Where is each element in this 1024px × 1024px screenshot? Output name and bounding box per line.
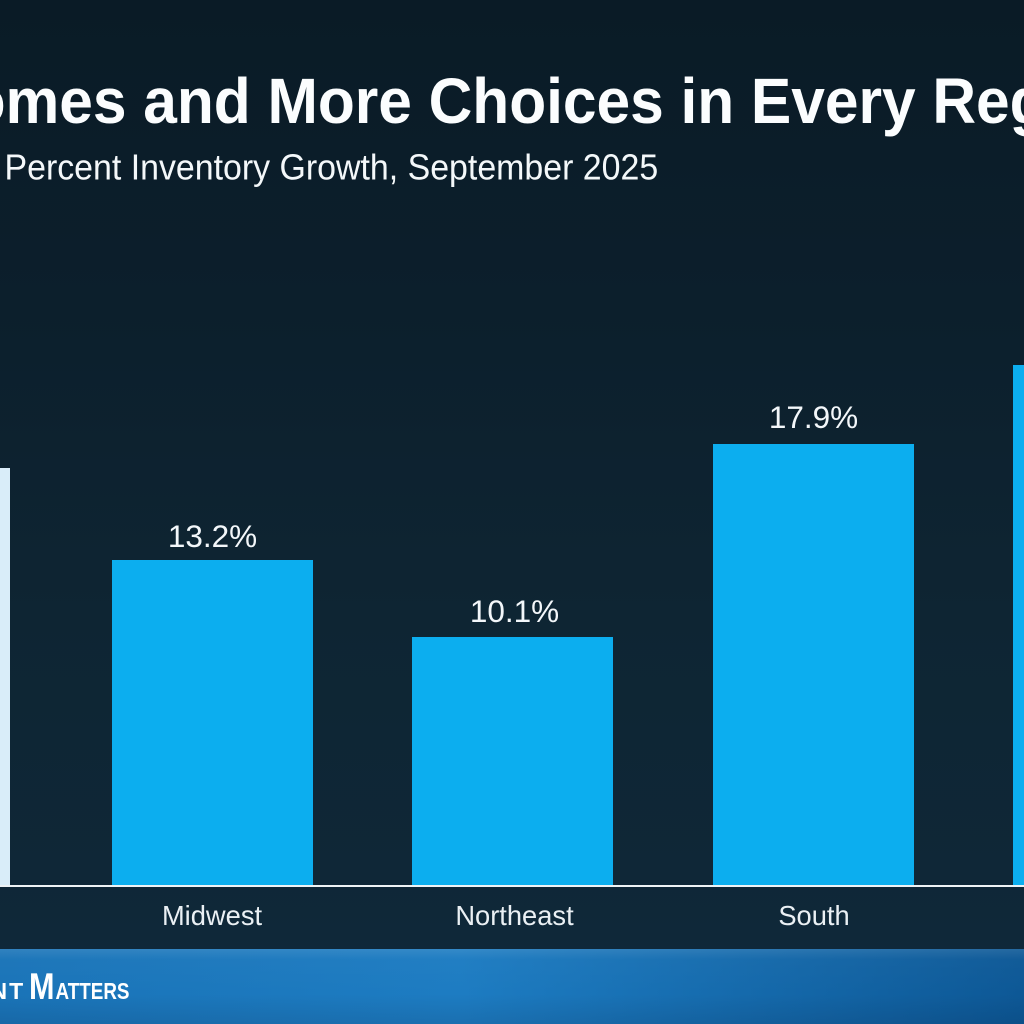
svg-text:NT: NT (0, 978, 25, 1004)
svg-text:M: M (29, 966, 55, 1007)
svg-text:ATTERS: ATTERS (56, 978, 130, 1004)
